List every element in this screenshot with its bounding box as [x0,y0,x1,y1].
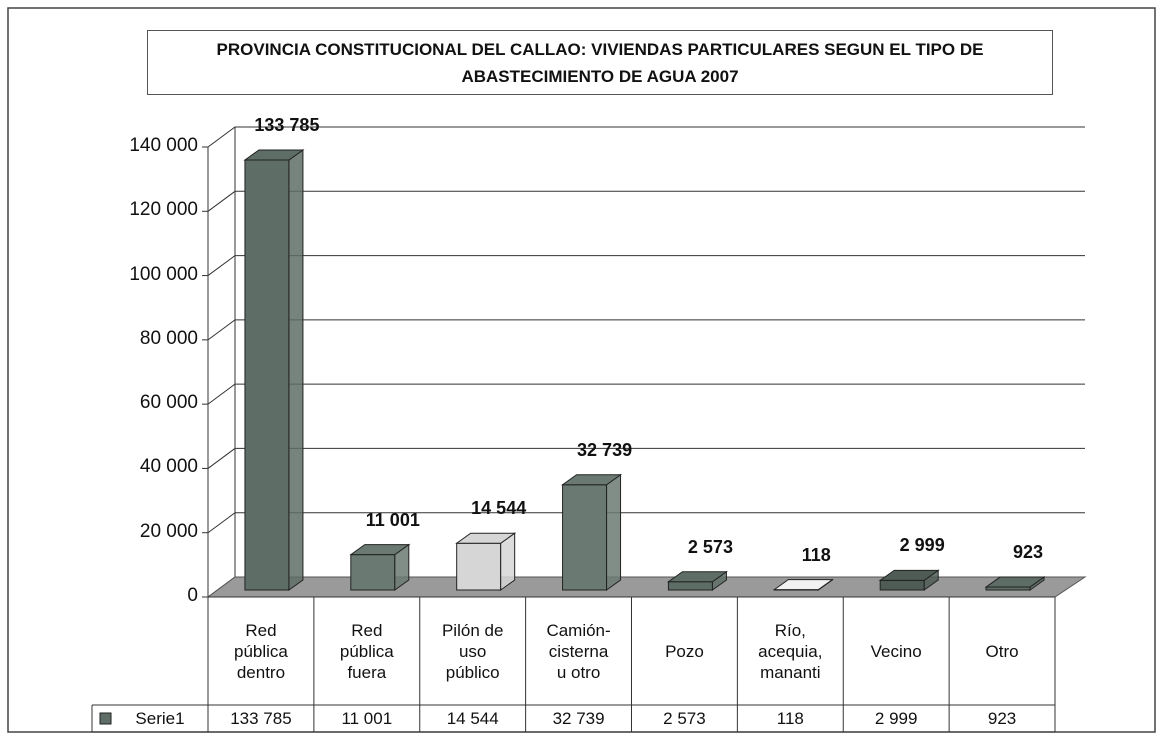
y-tick-label: 20 000 [139,520,198,542]
category-label: Red pública dentro [234,620,288,682]
value-label: 14 544 [471,498,527,519]
chart-title: PROVINCIA CONSTITUCIONAL DEL CALLAO: VIV… [147,30,1053,95]
bar-top [455,532,517,544]
grid-line [207,512,1085,534]
bar-top [349,544,411,556]
category-label: Pozo [665,641,704,661]
bar [562,484,608,591]
table-value: 32 739 [552,709,605,728]
bar-top [666,571,728,583]
category-label: Red pública fuera [339,620,394,682]
bar-side [288,149,304,591]
bar [879,579,925,591]
legend-swatch [99,712,112,725]
table-value: 14 544 [446,709,499,728]
y-tick-label: 120 000 [129,199,198,221]
bar-top [772,579,834,591]
y-tick-label: 0 [187,585,198,606]
value-label: 11 001 [365,509,420,530]
y-tick-label: 100 000 [129,263,198,285]
value-label: 2 573 [687,536,733,557]
table-value: 2 999 [874,709,918,728]
grid-line [207,447,1085,469]
bar-top [878,569,940,581]
value-label: 118 [801,544,831,565]
y-tick-label: 60 000 [139,392,198,414]
bar [244,159,290,591]
bar-top [561,474,623,486]
bar [456,542,502,591]
grid-line [207,190,1085,212]
bar-top [243,149,305,161]
value-label: 2 999 [899,535,945,556]
table-value: 923 [987,709,1017,728]
y-tick-label: 80 000 [139,327,198,349]
table-value: 11 001 [341,709,393,728]
category-label: Camión- cisterna u otro [546,620,611,682]
value-label: 32 739 [577,439,633,460]
y-tick-label: 140 000 [129,135,198,156]
table-value: 133 785 [230,709,292,728]
category-label: Río, acequia, mananti [758,620,823,682]
grid-line [207,319,1085,341]
table-value: 2 573 [663,709,706,728]
value-label: 923 [1013,542,1044,563]
category-label: Otro [985,641,1019,661]
table-value: 118 [776,709,804,728]
grid-line [207,383,1085,405]
grid-line [207,126,1085,148]
category-label: Pilón de uso público [441,620,504,682]
bar [667,581,713,591]
grid-line [207,255,1085,276]
floor [206,576,1087,598]
y-tick-label: 40 000 [139,456,198,478]
bar-side [606,473,622,591]
bar-top [984,576,1046,588]
legend-label: Serie1 [135,709,185,728]
category-label: Vecino [870,641,922,661]
bar [350,554,396,591]
value-label: 133 785 [254,114,320,135]
